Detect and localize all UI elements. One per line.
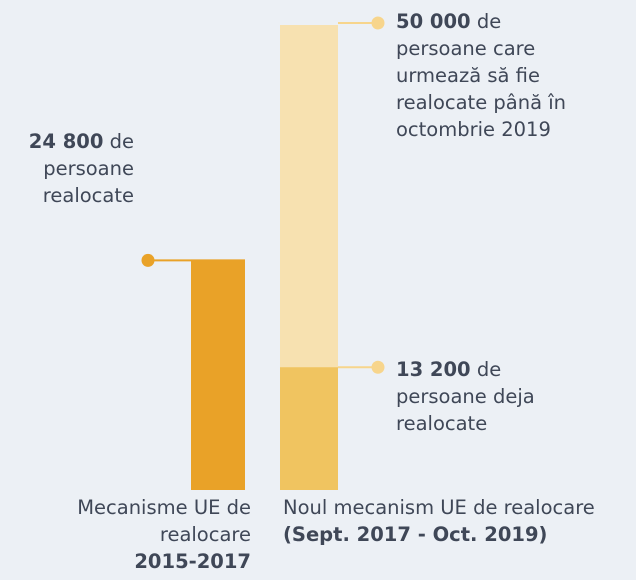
annotation-line: persoane care <box>396 37 536 60</box>
category-label-new-mechanism: Noul mecanism UE de realocare (Sept. 201… <box>283 494 636 548</box>
marker-dot-24800 <box>141 253 155 267</box>
annotation-50000: 50 000 de persoane care urmează să fie r… <box>396 8 631 143</box>
marker-dot-13200 <box>371 360 385 374</box>
annotation-line: realocate <box>396 412 488 435</box>
annotation-suffix: de <box>470 358 502 381</box>
annotation-line: realocate până în <box>396 91 567 114</box>
category-label-2015-2017: Mecanisme UE de realocare 2015-2017 <box>40 494 251 575</box>
category-label-line: Noul mecanism UE de realocare <box>283 496 595 519</box>
category-period: (Sept. 2017 - Oct. 2019) <box>283 523 548 546</box>
annotation-line: persoane deja <box>396 385 535 408</box>
category-label-line: realocare <box>159 523 251 546</box>
annotation-line: realocate <box>42 184 134 207</box>
annotation-suffix: de <box>470 10 502 33</box>
category-period: 2015-2017 <box>134 550 251 573</box>
category-label-line: Mecanisme UE de <box>77 496 251 519</box>
annotation-suffix: de <box>103 130 134 153</box>
annotation-13200: 13 200 de persoane deja realocate <box>396 356 631 437</box>
bar-relocated-13200 <box>280 367 338 490</box>
annotation-line: persoane <box>43 157 134 180</box>
annotation-line: octombrie 2019 <box>396 118 551 141</box>
annotation-line: urmează să fie <box>396 64 540 87</box>
bar-relocated-24800 <box>191 259 245 490</box>
annotation-value: 24 800 <box>28 130 104 153</box>
annotation-value: 13 200 <box>396 358 471 381</box>
annotation-24800: 24 800 de persoane realocate <box>6 128 134 209</box>
marker-dot-50000 <box>371 16 385 30</box>
annotation-value: 50 000 <box>396 10 471 33</box>
